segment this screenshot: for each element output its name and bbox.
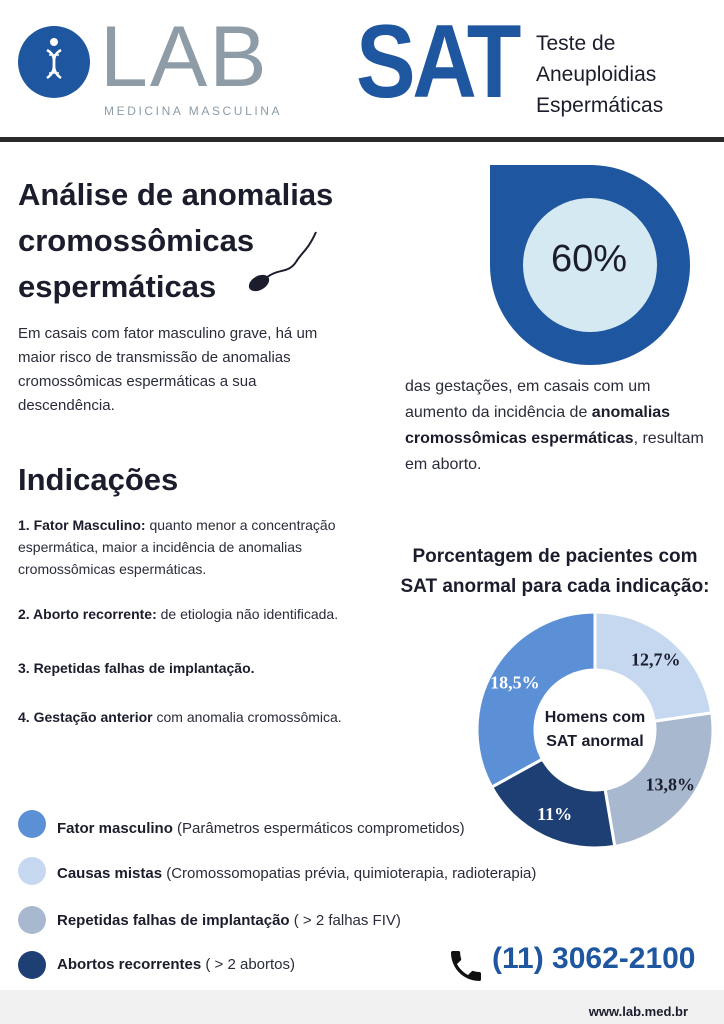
brand-tagline: MEDICINA MASCULINA: [104, 104, 283, 118]
indication-label: 1. Fator Masculino:: [18, 517, 146, 533]
statistic-text-bold: anomalias cromossômicas espermáticas: [405, 404, 671, 447]
header-divider: [0, 137, 724, 142]
intro-text: Em casais com fator masculino grave, há …: [18, 325, 318, 414]
legend-item: Causas mistas (Cromossomopatias prévia, …: [57, 865, 536, 882]
sat-title: Teste de Aneuploidias Espermáticas: [536, 28, 663, 121]
legend-swatch: [18, 857, 46, 885]
sat-title-line: Teste de: [536, 32, 616, 55]
chart-center-label: Homens com SAT anormal: [544, 709, 646, 750]
legend-detail: (Parâmetros espermáticos comprometidos): [172, 820, 465, 837]
intro-title: Análise de anomalias cromossômicas esper…: [18, 172, 338, 310]
indication-item: 1. Fator Masculino: quanto menor a conce…: [18, 514, 378, 580]
indication-item: 3. Repetidas falhas de implantação.: [18, 657, 378, 679]
sat-acronym: SAT: [356, 4, 521, 120]
sperm-icon: [248, 231, 317, 292]
statistic-text: das gestações, em casais com um aumento …: [405, 374, 705, 478]
indication-item: 4. Gestação anterior com anomalia cromos…: [18, 706, 378, 728]
legend-label: Causas mistas: [57, 865, 163, 882]
donut-slice-label: 11%: [537, 804, 572, 824]
brand-name: LAB: [100, 9, 269, 105]
statistic-text-part: , resultam em aborto.: [405, 430, 704, 473]
intro-title-line: cromossômicas: [18, 223, 255, 258]
donut-slice-label: 13,8%: [645, 775, 695, 795]
legend-detail: ( > 2 falhas FIV): [289, 912, 401, 929]
legend-label: Abortos recorrentes: [57, 956, 202, 973]
dna-icon: [46, 38, 62, 80]
indication-text: com anomalia cromossômica.: [152, 709, 342, 725]
indication-label: 4. Gestação anterior: [18, 709, 153, 725]
donut-chart: 12,7% 13,8% 11% 18,5%: [475, 610, 715, 850]
phone-icon: [451, 951, 481, 981]
legend-label: Fator masculino: [57, 820, 173, 837]
footer-bar: [0, 990, 724, 1024]
legend-swatch: [18, 810, 46, 838]
statistic-value: 60%: [550, 238, 628, 280]
donut-slice-label: 12,7%: [631, 650, 681, 670]
indication-item: 2. Aborto recorrente: de etiologia não i…: [18, 603, 378, 625]
legend-item: Fator masculino (Parâmetros espermáticos…: [57, 820, 465, 837]
donut-slice: [593, 610, 714, 723]
legend-item: Abortos recorrentes ( > 2 abortos): [57, 956, 295, 973]
indication-label: 3. Repetidas falhas de implantação.: [18, 660, 255, 676]
legend-label: Repetidas falhas de implantação: [57, 912, 290, 929]
intro-title-line: Análise de anomalias: [18, 177, 334, 212]
donut-slice: [475, 610, 597, 790]
sat-title-line: Aneuploidias: [536, 63, 657, 86]
statistic-text-part: das gestações, em casais com um aumento …: [405, 378, 651, 421]
indication-label: 2. Aborto recorrente:: [18, 606, 157, 622]
legend-swatch: [18, 906, 46, 934]
brand-logo-mark: [18, 26, 90, 98]
statistic-pin: [490, 165, 690, 365]
donut-slice: [489, 756, 617, 850]
sat-title-line: Espermáticas: [536, 94, 664, 117]
intro-title-line: espermáticas: [18, 269, 217, 304]
legend-item: Repetidas falhas de implantação ( > 2 fa…: [57, 912, 401, 929]
contact-phone[interactable]: (11) 3062-2100: [492, 942, 696, 975]
donut-slice: [603, 711, 715, 849]
legend-detail: (Cromossomopatias prévia, quimioterapia,…: [162, 865, 537, 882]
legend-detail: ( > 2 abortos): [201, 956, 296, 973]
donut-slice-label: 18,5%: [490, 673, 540, 693]
indications-title: Indicações: [18, 462, 179, 497]
website-link[interactable]: www.lab.med.br: [588, 1004, 688, 1019]
indication-text: de etiologia não identificada.: [156, 606, 339, 622]
legend-swatch: [18, 951, 46, 979]
indication-text: quanto menor a concentração espermática,…: [18, 517, 336, 577]
chart-title: Porcentagem de pacientes com SAT anormal…: [400, 546, 710, 597]
